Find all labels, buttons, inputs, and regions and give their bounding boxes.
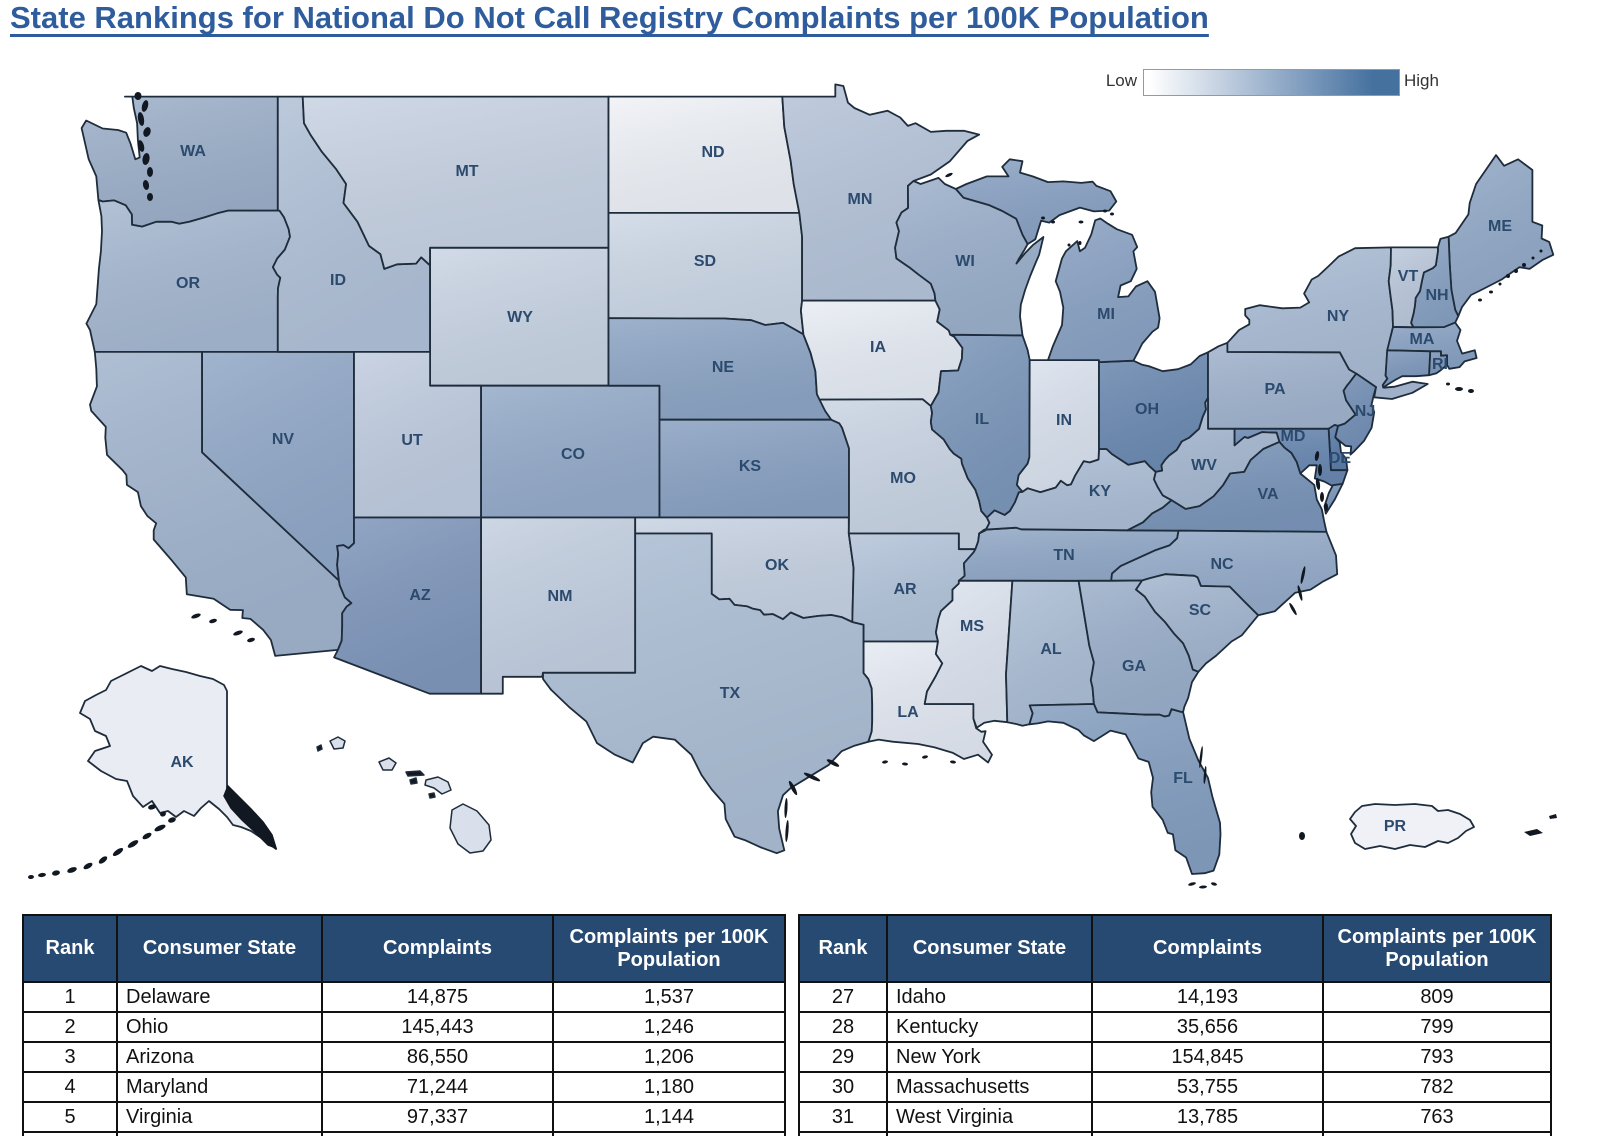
svg-text:VT: VT	[1398, 268, 1419, 285]
svg-text:OR: OR	[176, 275, 200, 292]
svg-text:LA: LA	[897, 704, 919, 721]
svg-text:NC: NC	[1210, 556, 1234, 573]
svg-text:ID: ID	[330, 272, 346, 289]
svg-text:NM: NM	[548, 588, 573, 605]
svg-text:KS: KS	[739, 458, 762, 475]
svg-text:OK: OK	[765, 557, 789, 574]
svg-text:WY: WY	[507, 309, 533, 326]
svg-text:GA: GA	[1122, 658, 1146, 675]
svg-text:ND: ND	[701, 144, 724, 161]
svg-text:SD: SD	[694, 253, 716, 270]
svg-text:NJ: NJ	[1355, 403, 1375, 420]
svg-text:DE: DE	[1329, 450, 1352, 467]
svg-text:MO: MO	[890, 470, 916, 487]
svg-text:WV: WV	[1191, 457, 1217, 474]
svg-text:IN: IN	[1056, 412, 1072, 429]
svg-text:CO: CO	[561, 446, 585, 463]
svg-text:UT: UT	[401, 432, 423, 449]
svg-text:MA: MA	[1410, 331, 1435, 348]
svg-text:SC: SC	[1189, 602, 1212, 619]
svg-text:AZ: AZ	[409, 587, 431, 604]
svg-text:NY: NY	[1327, 308, 1350, 325]
svg-text:MI: MI	[1097, 306, 1115, 323]
svg-text:ME: ME	[1488, 218, 1512, 235]
svg-text:PR: PR	[1384, 818, 1407, 835]
svg-text:NE: NE	[712, 359, 735, 376]
svg-text:MD: MD	[1281, 428, 1306, 445]
svg-text:RI: RI	[1432, 356, 1448, 373]
svg-text:TN: TN	[1053, 547, 1074, 564]
svg-text:VA: VA	[1257, 486, 1278, 503]
svg-text:AK: AK	[170, 754, 194, 771]
svg-text:TX: TX	[720, 685, 741, 702]
svg-text:NV: NV	[272, 431, 295, 448]
svg-text:PA: PA	[1264, 381, 1285, 398]
svg-text:AL: AL	[1040, 641, 1062, 658]
svg-text:IL: IL	[975, 411, 989, 428]
svg-text:OH: OH	[1135, 401, 1159, 418]
svg-text:MS: MS	[960, 618, 984, 635]
svg-text:MT: MT	[455, 163, 478, 180]
svg-text:FL: FL	[1173, 770, 1193, 787]
svg-text:NH: NH	[1425, 287, 1448, 304]
svg-text:IA: IA	[870, 339, 886, 356]
svg-text:WI: WI	[955, 253, 975, 270]
svg-text:WA: WA	[180, 143, 206, 160]
svg-text:KY: KY	[1089, 483, 1112, 500]
svg-text:AR: AR	[893, 581, 917, 598]
svg-text:MN: MN	[848, 191, 873, 208]
